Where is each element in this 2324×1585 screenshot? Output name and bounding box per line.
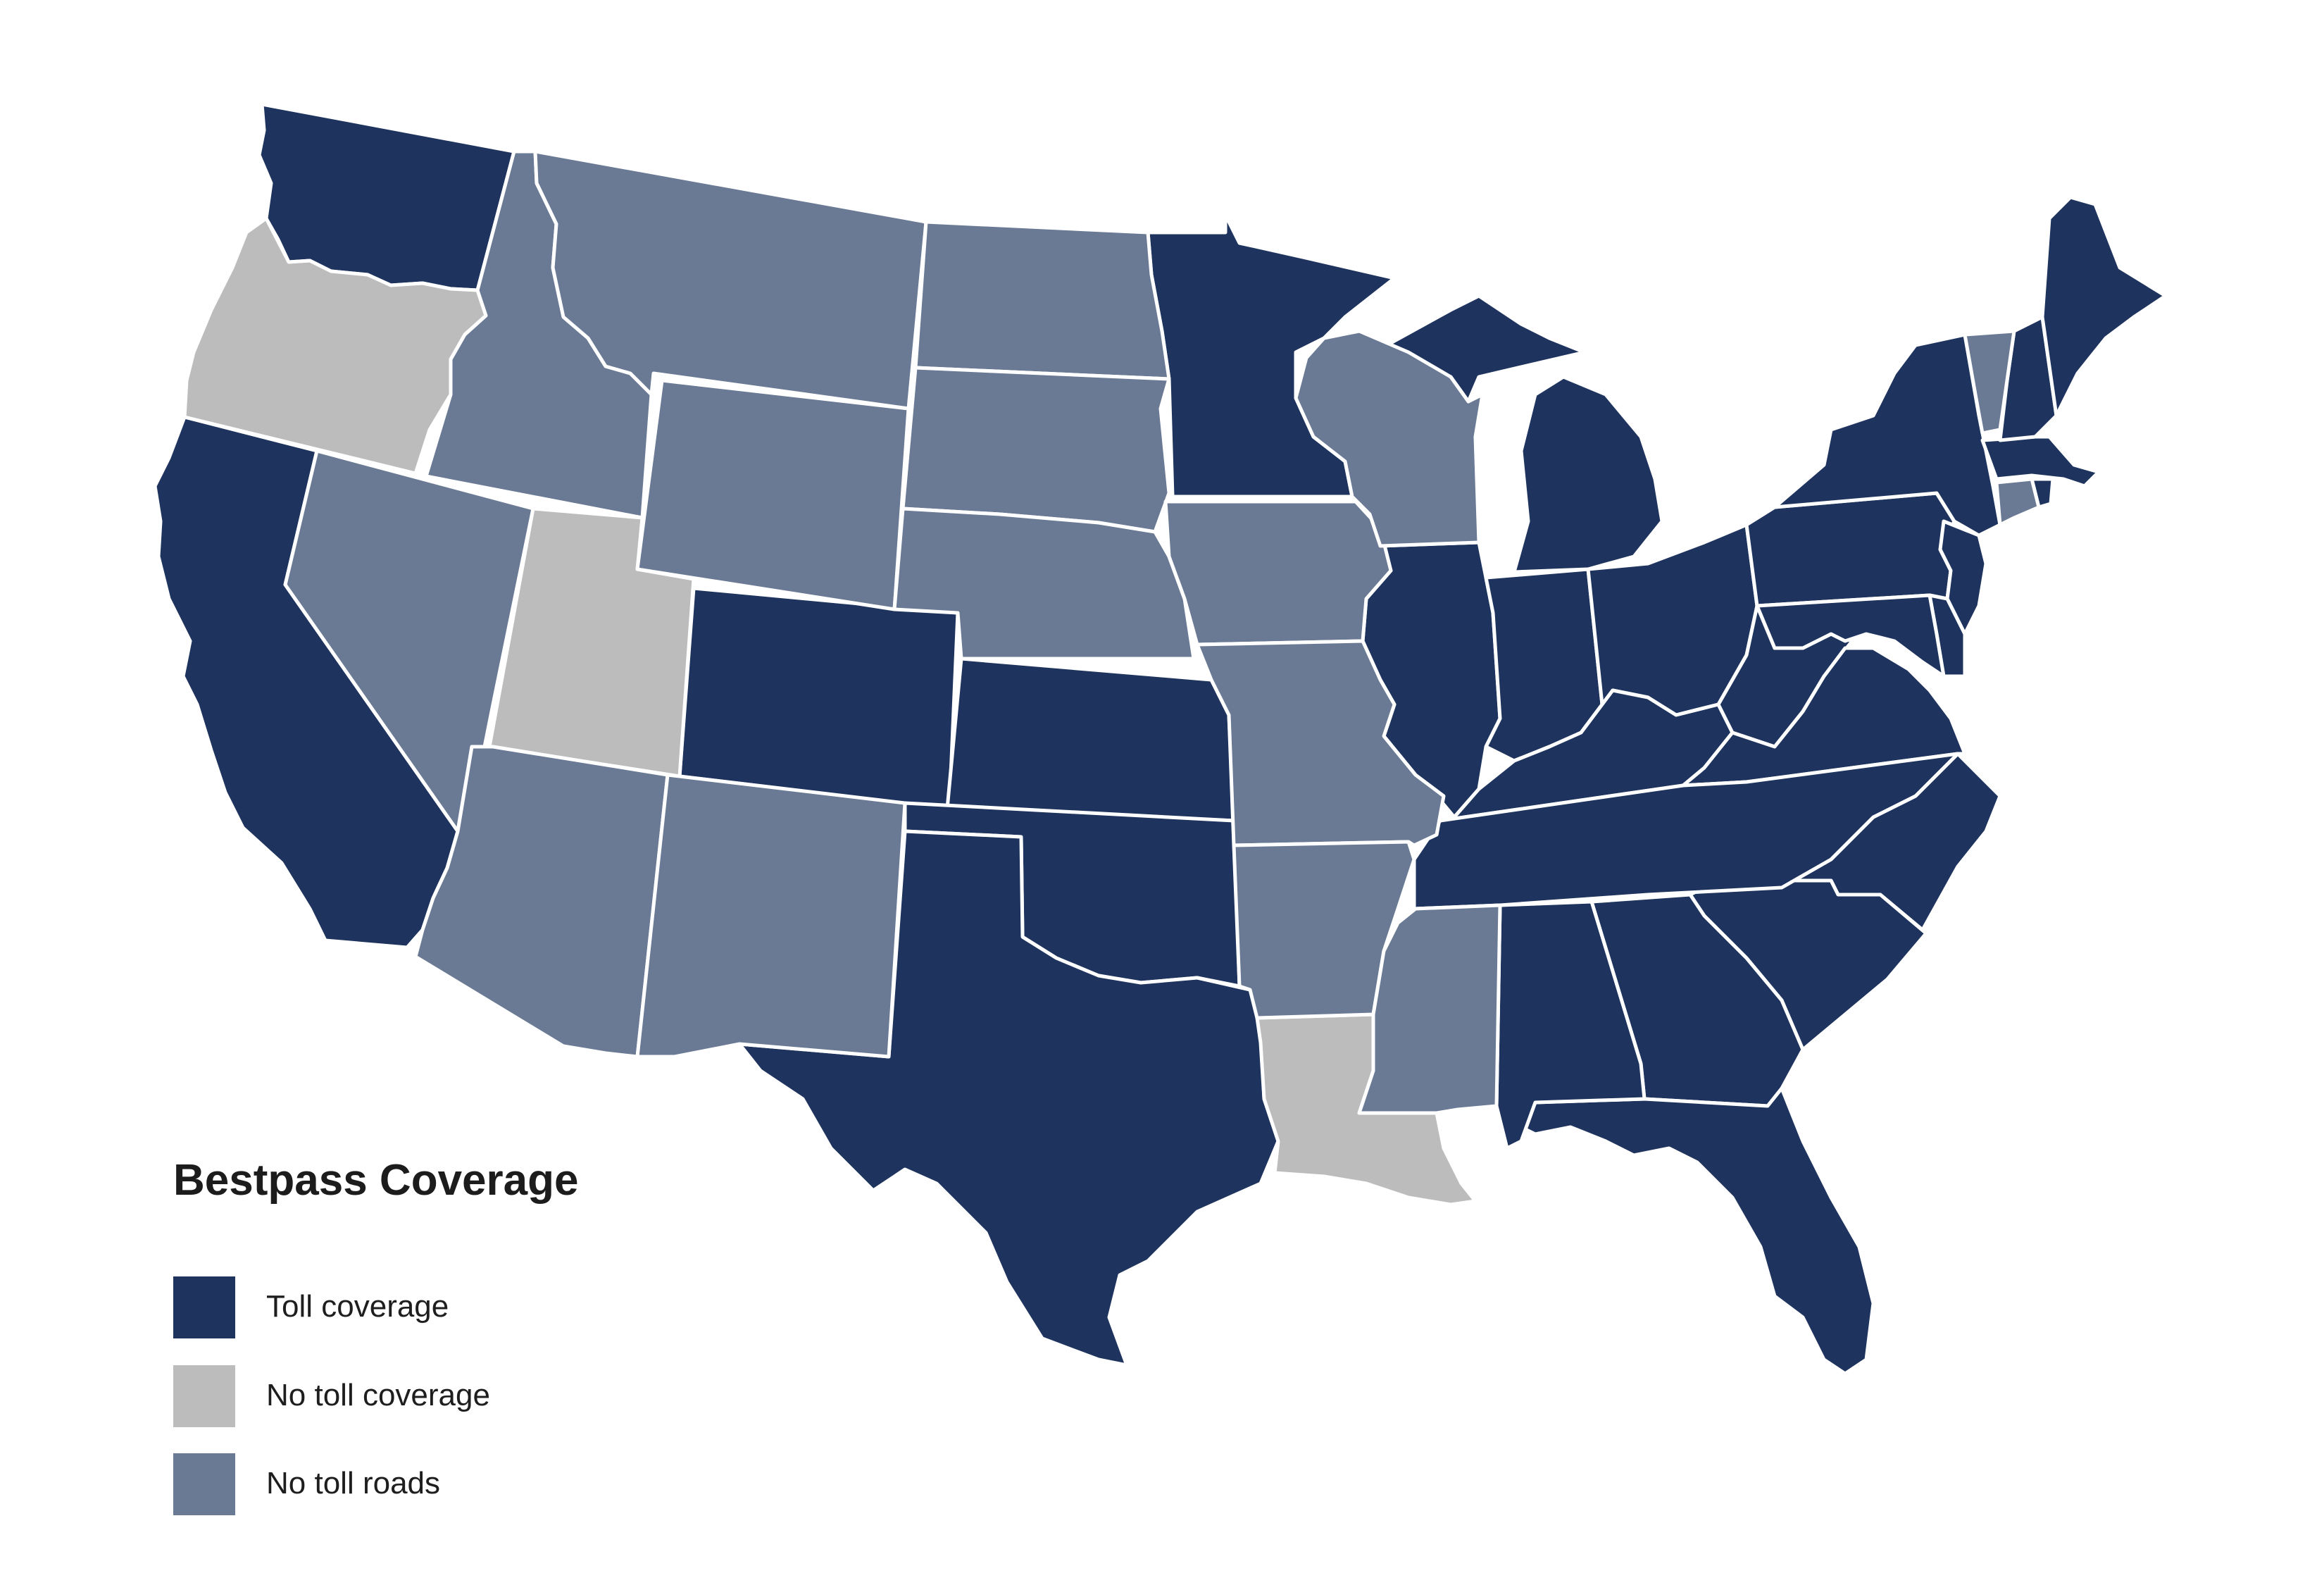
legend-item-no-toll-coverage: No toll coverage [173,1365,779,1427]
state-fl [1505,1086,1875,1376]
state-ct [1994,477,2041,527]
state-sd [901,366,1171,534]
legend-label-toll-coverage: Toll coverage [266,1289,449,1324]
state-md [1755,593,1946,678]
legend-item-no-toll-roads: No toll roads [173,1453,779,1515]
state-nm [635,773,907,1059]
legend-swatch-no-toll-roads [173,1453,235,1515]
legend: Bestpass Coverage Toll coverage No toll … [173,1155,807,1522]
state-al [1494,900,1647,1150]
state-ma [1980,435,2101,488]
state-mo [1195,639,1446,847]
state-me [2040,195,2168,418]
legend-title: Bestpass Coverage [173,1156,579,1205]
legend-swatch-no-toll-coverage [173,1365,235,1427]
state-pa [1744,491,1956,608]
state-wi [1294,329,1485,548]
state-ia [1163,499,1393,647]
state-wy [635,378,911,611]
legend-swatch-toll-coverage [173,1276,235,1338]
state-ms [1357,903,1502,1115]
legend-label-no-toll-roads: No toll roads [266,1466,441,1500]
state-ks [945,657,1236,823]
legend-item-toll-coverage: Toll coverage [173,1276,779,1338]
state-vt [1963,329,2016,435]
state-nd [913,220,1171,381]
legend-label-no-toll-coverage: No toll coverage [266,1378,490,1412]
state-tx [737,829,1280,1367]
state-co [677,586,960,811]
